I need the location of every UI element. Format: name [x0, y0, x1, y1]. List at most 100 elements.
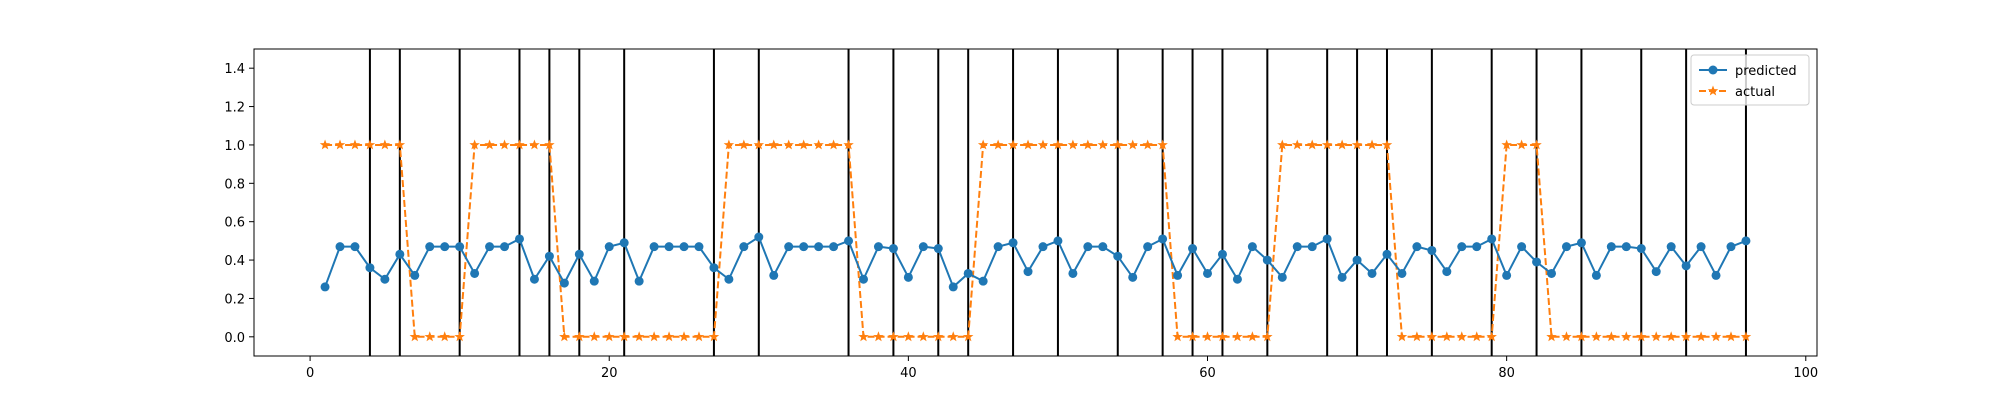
series-layer	[319, 139, 1752, 342]
point-predicted-54	[1113, 251, 1123, 261]
point-actual-9	[439, 331, 450, 342]
point-actual-3	[349, 139, 361, 150]
point-actual-74	[1411, 331, 1423, 342]
point-predicted-95	[1726, 242, 1736, 252]
y-tick-label-5: 1.0	[224, 139, 245, 154]
point-predicted-41	[918, 242, 928, 252]
point-actual-23	[648, 331, 660, 342]
vertical-lines	[368, 49, 1747, 356]
point-predicted-11	[470, 268, 480, 278]
point-actual-81	[1516, 139, 1527, 150]
point-predicted-32	[784, 242, 794, 252]
point-actual-27	[708, 331, 720, 342]
point-predicted-14	[514, 234, 524, 244]
point-actual-2	[334, 139, 346, 150]
point-actual-58	[1172, 331, 1183, 342]
point-predicted-76	[1442, 267, 1452, 277]
legend-marker-actual	[1707, 85, 1719, 96]
point-actual-93	[1695, 331, 1707, 342]
point-actual-46	[992, 139, 1004, 150]
point-predicted-50	[1053, 236, 1063, 246]
x-axis: 0 20 40 60 80 100	[306, 356, 1818, 381]
point-actual-69	[1336, 139, 1348, 150]
point-actual-67	[1306, 139, 1318, 150]
point-predicted-34	[814, 242, 824, 252]
point-actual-14	[514, 139, 525, 150]
y-tick-label-6: 1.2	[224, 101, 245, 116]
y-tick-label-3: 0.6	[224, 216, 245, 231]
point-actual-35	[828, 139, 839, 150]
point-predicted-79	[1487, 234, 1497, 244]
plot-area	[253, 48, 1818, 357]
point-actual-39	[888, 331, 899, 342]
point-predicted-72	[1382, 249, 1392, 259]
point-predicted-48	[1023, 267, 1033, 277]
point-predicted-21	[619, 238, 629, 248]
point-predicted-31	[769, 270, 779, 280]
point-actual-32	[783, 139, 794, 150]
point-actual-45	[977, 139, 989, 150]
point-predicted-74	[1412, 242, 1422, 252]
point-actual-19	[589, 331, 600, 342]
point-actual-73	[1396, 331, 1408, 342]
legend-label-predicted: predicted	[1735, 64, 1797, 79]
legend: predicted actual	[1690, 54, 1810, 106]
point-predicted-28	[724, 274, 734, 284]
point-predicted-70	[1352, 255, 1362, 265]
point-predicted-77	[1457, 242, 1467, 252]
point-actual-85	[1576, 331, 1587, 342]
point-predicted-62	[1232, 274, 1242, 284]
point-actual-79	[1486, 331, 1497, 342]
point-predicted-26	[694, 242, 704, 252]
point-predicted-9	[440, 242, 450, 252]
point-actual-34	[813, 139, 824, 150]
point-actual-52	[1082, 139, 1094, 150]
point-predicted-25	[679, 242, 689, 252]
point-predicted-27	[709, 263, 719, 273]
point-predicted-60	[1203, 268, 1213, 278]
point-predicted-89	[1636, 244, 1646, 254]
y-axis: 0.0 0.2 0.4 0.6 0.8 1.0 1.2 1.4	[224, 62, 254, 346]
point-predicted-38	[873, 242, 883, 252]
point-predicted-67	[1307, 242, 1317, 252]
point-actual-6	[394, 139, 406, 150]
point-predicted-66	[1292, 242, 1302, 252]
point-predicted-6	[395, 249, 405, 259]
point-actual-84	[1561, 331, 1572, 342]
point-actual-29	[738, 139, 750, 150]
point-predicted-43	[948, 282, 958, 292]
point-actual-40	[903, 331, 914, 342]
point-actual-38	[873, 331, 884, 342]
point-actual-25	[678, 331, 690, 342]
point-actual-70	[1351, 139, 1363, 150]
point-actual-12	[484, 139, 495, 150]
point-predicted-36	[844, 236, 854, 246]
point-actual-62	[1232, 331, 1243, 342]
point-actual-72	[1381, 139, 1393, 150]
point-actual-17	[559, 331, 570, 342]
point-actual-55	[1127, 139, 1138, 150]
point-predicted-33	[799, 242, 809, 252]
point-actual-83	[1546, 331, 1557, 342]
point-actual-61	[1217, 331, 1228, 342]
point-actual-31	[768, 139, 779, 150]
point-predicted-7	[410, 270, 420, 280]
point-actual-63	[1247, 331, 1258, 342]
point-actual-1	[319, 139, 331, 150]
point-predicted-37	[858, 274, 868, 284]
point-actual-94	[1710, 331, 1722, 342]
point-predicted-51	[1068, 268, 1078, 278]
point-actual-42	[933, 331, 944, 342]
x-tick-label-80: 80	[1498, 366, 1515, 381]
point-actual-86	[1591, 331, 1602, 342]
point-actual-78	[1471, 331, 1482, 342]
point-predicted-96	[1741, 236, 1751, 246]
point-predicted-78	[1472, 242, 1482, 252]
point-actual-37	[858, 331, 869, 342]
x-tick-label-0: 0	[306, 366, 314, 381]
y-tick-label-4: 0.8	[224, 177, 245, 192]
point-actual-57	[1157, 139, 1168, 150]
point-predicted-18	[574, 249, 584, 259]
x-tick-label-100: 100	[1793, 366, 1818, 381]
point-predicted-92	[1681, 261, 1691, 271]
